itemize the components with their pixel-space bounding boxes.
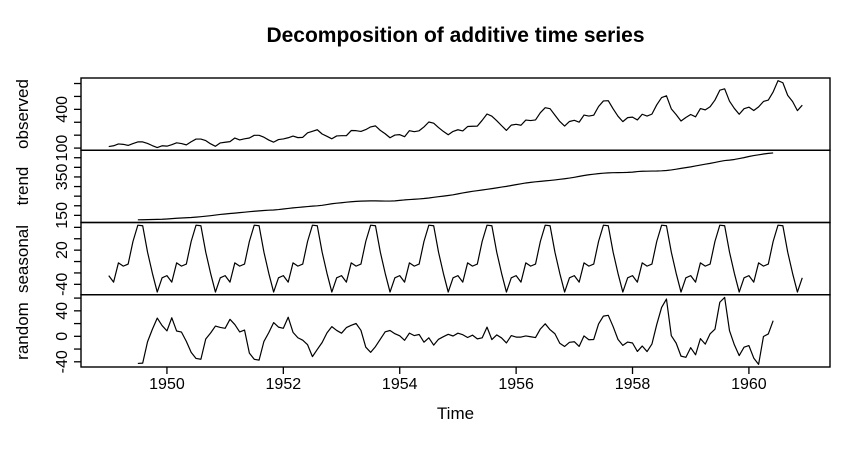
x-tick-label: 1958 [615,376,651,393]
series-line-random [137,296,774,365]
y-tick-label-trend: 350 [54,164,71,191]
y-tick-label-random: -40 [54,350,71,373]
series-line-seasonal [108,224,803,293]
panel-frame-random [80,294,831,368]
series-line-trend [137,152,774,221]
y-tick-label-observed: 100 [54,135,71,162]
y-tick-label-seasonal: -40 [54,273,71,296]
chart-title: Decomposition of additive time series [266,24,645,47]
y-tick-label-observed: 400 [54,96,71,123]
ylabel-seasonal: seasonal [13,224,32,293]
x-tick-label: 1960 [731,376,767,393]
series-line-observed [108,80,803,149]
panel-frame-observed [80,77,831,151]
y-tick-label-random: 40 [54,302,71,320]
x-tick-label: 1952 [266,376,302,393]
x-tick-label: 1956 [498,376,534,393]
y-tick-label-trend: 150 [54,202,71,229]
ylabel-random: random [13,302,32,360]
y-tick-label-random: 0 [54,332,71,341]
ylabel-trend: trend [13,167,32,206]
ylabel-observed: observed [13,79,32,149]
x-tick-label: 1950 [149,376,185,393]
x-axis-title: Time [436,404,475,423]
y-tick-label-seasonal: 20 [54,241,71,259]
x-tick-label: 1954 [382,376,418,393]
panel-frame-trend [80,149,831,224]
